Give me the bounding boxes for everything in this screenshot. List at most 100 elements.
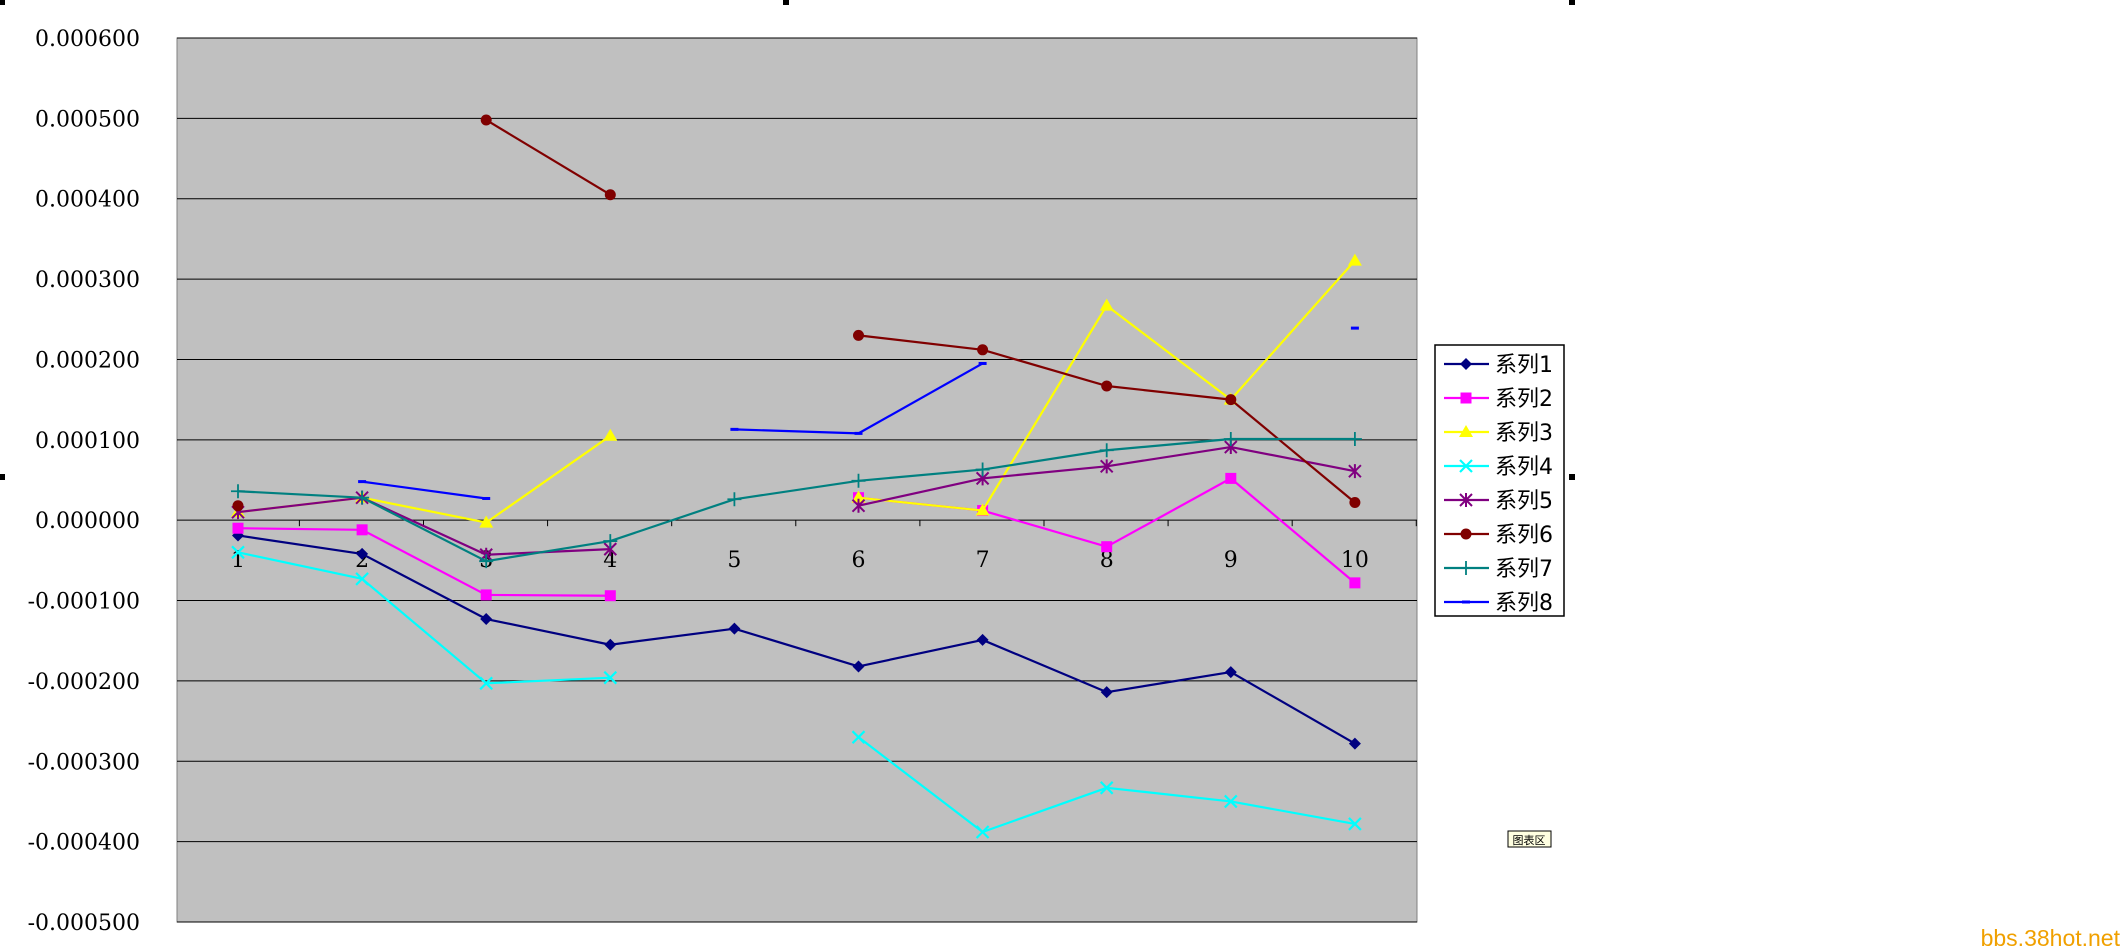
series-line-segment [486, 539, 611, 563]
data-point[interactable] [604, 638, 617, 651]
series-line-segment [982, 509, 1108, 548]
data-point[interactable] [1225, 394, 1237, 406]
data-point[interactable] [1348, 737, 1361, 750]
data-point[interactable] [355, 490, 370, 505]
data-point[interactable] [356, 547, 369, 560]
data-point[interactable] [480, 613, 493, 626]
selection-handle[interactable] [1569, 0, 1575, 5]
legend-marker[interactable] [1459, 425, 1473, 437]
legend-label: 系列5 [1495, 489, 1553, 514]
plot-area[interactable] [176, 37, 1418, 923]
legend-marker[interactable] [1459, 493, 1473, 507]
y-tick-label: 0.000400 [35, 188, 140, 213]
legend-marker[interactable] [1460, 358, 1472, 370]
data-point[interactable] [1101, 541, 1113, 553]
legend-item[interactable]: 系列7 [1444, 557, 1553, 582]
series-line-segment [486, 593, 611, 597]
legend-marker[interactable] [1460, 528, 1472, 540]
data-point[interactable] [603, 670, 618, 685]
data-point[interactable] [1349, 497, 1361, 509]
data-point[interactable] [1349, 577, 1361, 589]
data-point[interactable] [1223, 432, 1238, 447]
data-point[interactable] [975, 825, 990, 839]
data-point[interactable] [232, 522, 244, 534]
data-point[interactable] [603, 428, 618, 441]
selection-handle[interactable] [1569, 474, 1575, 480]
data-point[interactable] [480, 589, 492, 601]
series-6 [232, 114, 1361, 512]
selection-handle[interactable] [0, 474, 5, 480]
data-point[interactable] [977, 344, 989, 356]
data-point[interactable] [1225, 472, 1237, 484]
series-line-segment [485, 434, 611, 524]
legend-marker[interactable] [1460, 392, 1472, 404]
data-point[interactable] [1099, 298, 1114, 311]
data-point[interactable] [1347, 253, 1362, 266]
x-tick-label: 8 [1100, 548, 1114, 573]
series-line-segment [1106, 786, 1231, 803]
data-point[interactable] [976, 633, 989, 646]
data-point[interactable] [851, 473, 866, 488]
data-point[interactable] [851, 730, 866, 744]
legend-label: 系列1 [1495, 353, 1553, 378]
legend-item[interactable]: 系列2 [1444, 387, 1553, 412]
legend-label: 系列7 [1495, 557, 1553, 582]
series-line-segment [486, 676, 611, 685]
legend-label: 系列4 [1495, 455, 1553, 480]
series-line-segment [982, 786, 1108, 834]
data-point[interactable] [852, 660, 865, 673]
data-point[interactable] [479, 554, 494, 569]
selection-handle[interactable] [783, 0, 789, 5]
data-point[interactable] [975, 462, 990, 477]
data-point[interactable] [356, 524, 368, 536]
y-tick-label: 0.000600 [35, 27, 140, 52]
data-point[interactable] [1101, 380, 1113, 392]
data-point[interactable] [975, 503, 990, 516]
data-point[interactable] [728, 622, 741, 635]
legend[interactable]: 系列1 系列2 系列3 系列4 系列5 系列6 系列7 系列8 [1434, 344, 1565, 617]
data-point[interactable] [853, 329, 864, 341]
series-line-segment [858, 468, 983, 482]
data-point[interactable] [604, 189, 616, 201]
legend-item[interactable]: 系列4 [1444, 455, 1553, 480]
data-point[interactable] [479, 676, 493, 691]
legend-item[interactable]: 系列8 [1444, 591, 1553, 616]
data-point[interactable] [851, 498, 866, 513]
data-point[interactable] [231, 545, 245, 560]
data-point[interactable] [1099, 459, 1114, 474]
data-point[interactable] [355, 572, 369, 586]
data-point[interactable] [1347, 432, 1362, 447]
series-line-segment [485, 119, 611, 196]
data-point[interactable] [231, 484, 245, 499]
selection-handle[interactable] [0, 0, 5, 5]
data-point[interactable] [1100, 686, 1113, 699]
data-point[interactable] [1224, 794, 1238, 809]
legend-item[interactable]: 系列5 [1444, 489, 1553, 514]
legend-item[interactable]: 系列6 [1444, 523, 1553, 548]
data-point[interactable] [1348, 464, 1362, 479]
data-point[interactable] [1099, 443, 1114, 458]
legend-item[interactable]: 系列3 [1444, 421, 1553, 446]
x-tick-label: 7 [976, 548, 990, 573]
series-4 [231, 545, 1362, 839]
series-line-segment [1106, 670, 1231, 694]
legend-label: 系列8 [1495, 591, 1553, 616]
legend-item[interactable]: 系列1 [1444, 353, 1553, 378]
data-point[interactable] [727, 492, 742, 507]
data-point[interactable] [480, 114, 492, 126]
data-point[interactable] [479, 515, 494, 528]
data-point[interactable] [851, 490, 866, 503]
x-tick-label: 10 [1341, 548, 1369, 573]
series-line-segment [982, 465, 1107, 480]
data-point[interactable] [603, 534, 618, 549]
series-line-segment [1230, 445, 1356, 473]
legend-marker[interactable] [1459, 459, 1473, 473]
data-point[interactable] [604, 590, 616, 602]
data-point[interactable] [1348, 817, 1362, 831]
series-layer [231, 114, 1362, 839]
data-point[interactable] [1224, 666, 1237, 679]
legend-marker[interactable] [1459, 561, 1473, 575]
data-point[interactable] [1099, 781, 1114, 795]
data-point[interactable] [232, 500, 244, 512]
chart-area-tag: 图表区 [1507, 830, 1552, 848]
